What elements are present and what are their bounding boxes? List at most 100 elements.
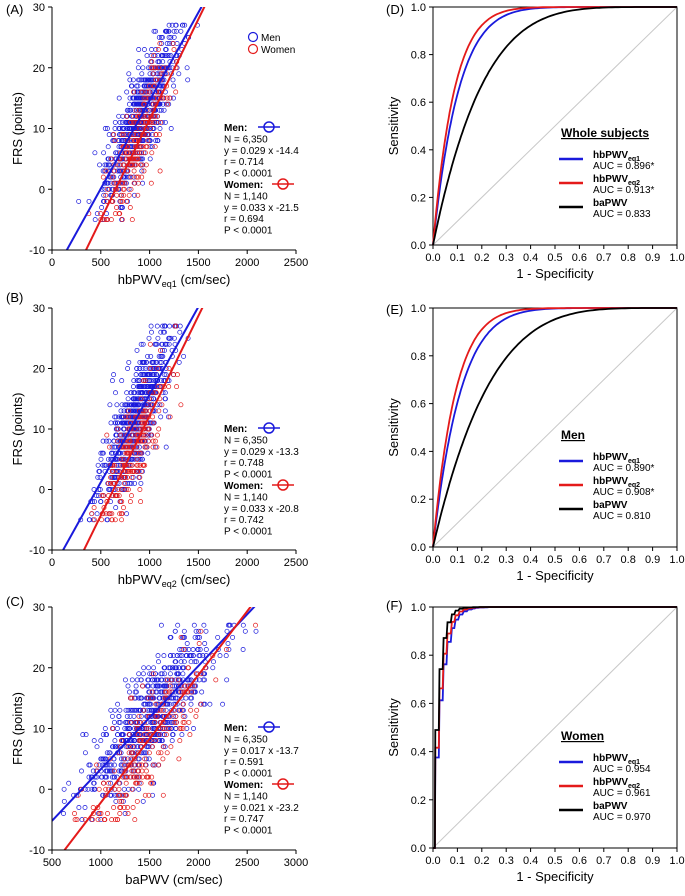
men-point bbox=[106, 156, 111, 162]
men-point bbox=[149, 144, 155, 150]
panel-label: (C) bbox=[6, 594, 24, 609]
women-point bbox=[117, 511, 123, 517]
men-point bbox=[130, 402, 136, 408]
women-point bbox=[131, 774, 137, 780]
x-tick-label: 0.3 bbox=[499, 554, 514, 566]
women-point bbox=[99, 493, 105, 499]
men-point bbox=[118, 750, 124, 756]
men-point bbox=[133, 683, 139, 689]
men-point bbox=[137, 366, 143, 371]
men-point bbox=[146, 366, 152, 371]
men-point bbox=[162, 119, 168, 125]
men-point bbox=[112, 707, 118, 713]
women-point bbox=[123, 450, 129, 456]
men-point bbox=[123, 719, 129, 725]
men-point bbox=[101, 462, 107, 468]
men-legend-marker bbox=[263, 721, 275, 733]
women-point bbox=[171, 47, 177, 52]
men-point bbox=[151, 28, 157, 34]
men-point bbox=[168, 53, 174, 59]
men-point bbox=[224, 677, 230, 683]
men-point bbox=[179, 707, 185, 713]
men-stat-p: P < 0.0001 bbox=[224, 470, 273, 481]
women-legend-marker bbox=[277, 479, 289, 491]
men-point bbox=[111, 138, 117, 144]
label-subscript: eq2 bbox=[628, 482, 640, 489]
x-tick-label: 0.3 bbox=[499, 252, 514, 264]
y-tick-label: 30 bbox=[33, 303, 45, 315]
women-point bbox=[142, 792, 148, 798]
men-point bbox=[127, 126, 133, 131]
men-point bbox=[162, 408, 168, 414]
men-point bbox=[192, 634, 198, 640]
men-point bbox=[155, 119, 161, 125]
women-regression-line bbox=[82, 308, 204, 550]
women-point bbox=[153, 390, 159, 396]
x-tick-label: 0.9 bbox=[645, 554, 660, 566]
women-point bbox=[115, 426, 121, 432]
x-tick-label: 0.9 bbox=[645, 855, 660, 867]
men-point bbox=[108, 786, 114, 792]
men-point bbox=[140, 372, 146, 378]
men-point bbox=[102, 162, 108, 168]
men-point bbox=[137, 456, 143, 462]
men-point bbox=[122, 487, 128, 492]
women-point bbox=[140, 683, 145, 689]
men-point bbox=[122, 677, 128, 683]
women-point bbox=[180, 701, 186, 707]
x-tick-label: 0.0 bbox=[425, 855, 440, 867]
men-point bbox=[147, 77, 153, 83]
legend-auc: AUC = 0.810 bbox=[593, 511, 651, 522]
women-point bbox=[124, 198, 129, 204]
women-point bbox=[124, 113, 130, 119]
men-point bbox=[166, 28, 172, 34]
men-point bbox=[103, 462, 109, 468]
women-point bbox=[152, 719, 158, 725]
men-point bbox=[207, 701, 213, 707]
men-point bbox=[117, 719, 123, 725]
x-tick-label: 0.5 bbox=[547, 252, 562, 264]
x-axis-label: 1 - Specificity bbox=[516, 869, 594, 884]
men-point bbox=[91, 738, 97, 744]
men-point bbox=[112, 744, 118, 750]
men-point bbox=[120, 732, 125, 738]
men-point bbox=[160, 323, 166, 329]
y-tick-label: 0.8 bbox=[411, 351, 426, 363]
women-point bbox=[141, 408, 147, 414]
women-point bbox=[106, 480, 112, 486]
women-point bbox=[146, 726, 151, 731]
men-point bbox=[116, 113, 122, 119]
y-tick-label: 0.4 bbox=[411, 747, 426, 759]
men-point bbox=[181, 659, 187, 665]
women-point bbox=[151, 53, 157, 59]
men-point bbox=[108, 174, 114, 180]
men-point bbox=[113, 420, 119, 426]
women-point bbox=[153, 132, 159, 138]
women-point bbox=[108, 217, 114, 223]
men-point bbox=[107, 402, 113, 408]
women-point bbox=[151, 113, 157, 119]
men-point bbox=[153, 372, 159, 378]
women-point bbox=[129, 768, 135, 774]
men-point bbox=[103, 768, 109, 774]
women-point bbox=[128, 774, 134, 780]
men-point bbox=[82, 786, 88, 792]
men-point bbox=[170, 77, 176, 83]
x-tick-label: 0.2 bbox=[474, 554, 489, 566]
men-point bbox=[162, 744, 168, 750]
legend-series-name: baPWV bbox=[593, 500, 628, 511]
men-point bbox=[154, 732, 160, 738]
women-point bbox=[155, 384, 161, 390]
women-point bbox=[135, 192, 141, 198]
men-point bbox=[101, 192, 107, 198]
y-tick-label: 0 bbox=[39, 784, 45, 796]
men-point bbox=[174, 695, 180, 701]
label-subscript: eq1 bbox=[628, 458, 640, 465]
x-tick-label: 0.6 bbox=[572, 252, 587, 264]
men-point bbox=[158, 65, 164, 71]
women-point bbox=[89, 511, 95, 517]
women-point bbox=[169, 677, 175, 683]
women-point bbox=[133, 468, 139, 474]
panel-label: (D) bbox=[386, 2, 404, 17]
women-point bbox=[138, 396, 144, 402]
